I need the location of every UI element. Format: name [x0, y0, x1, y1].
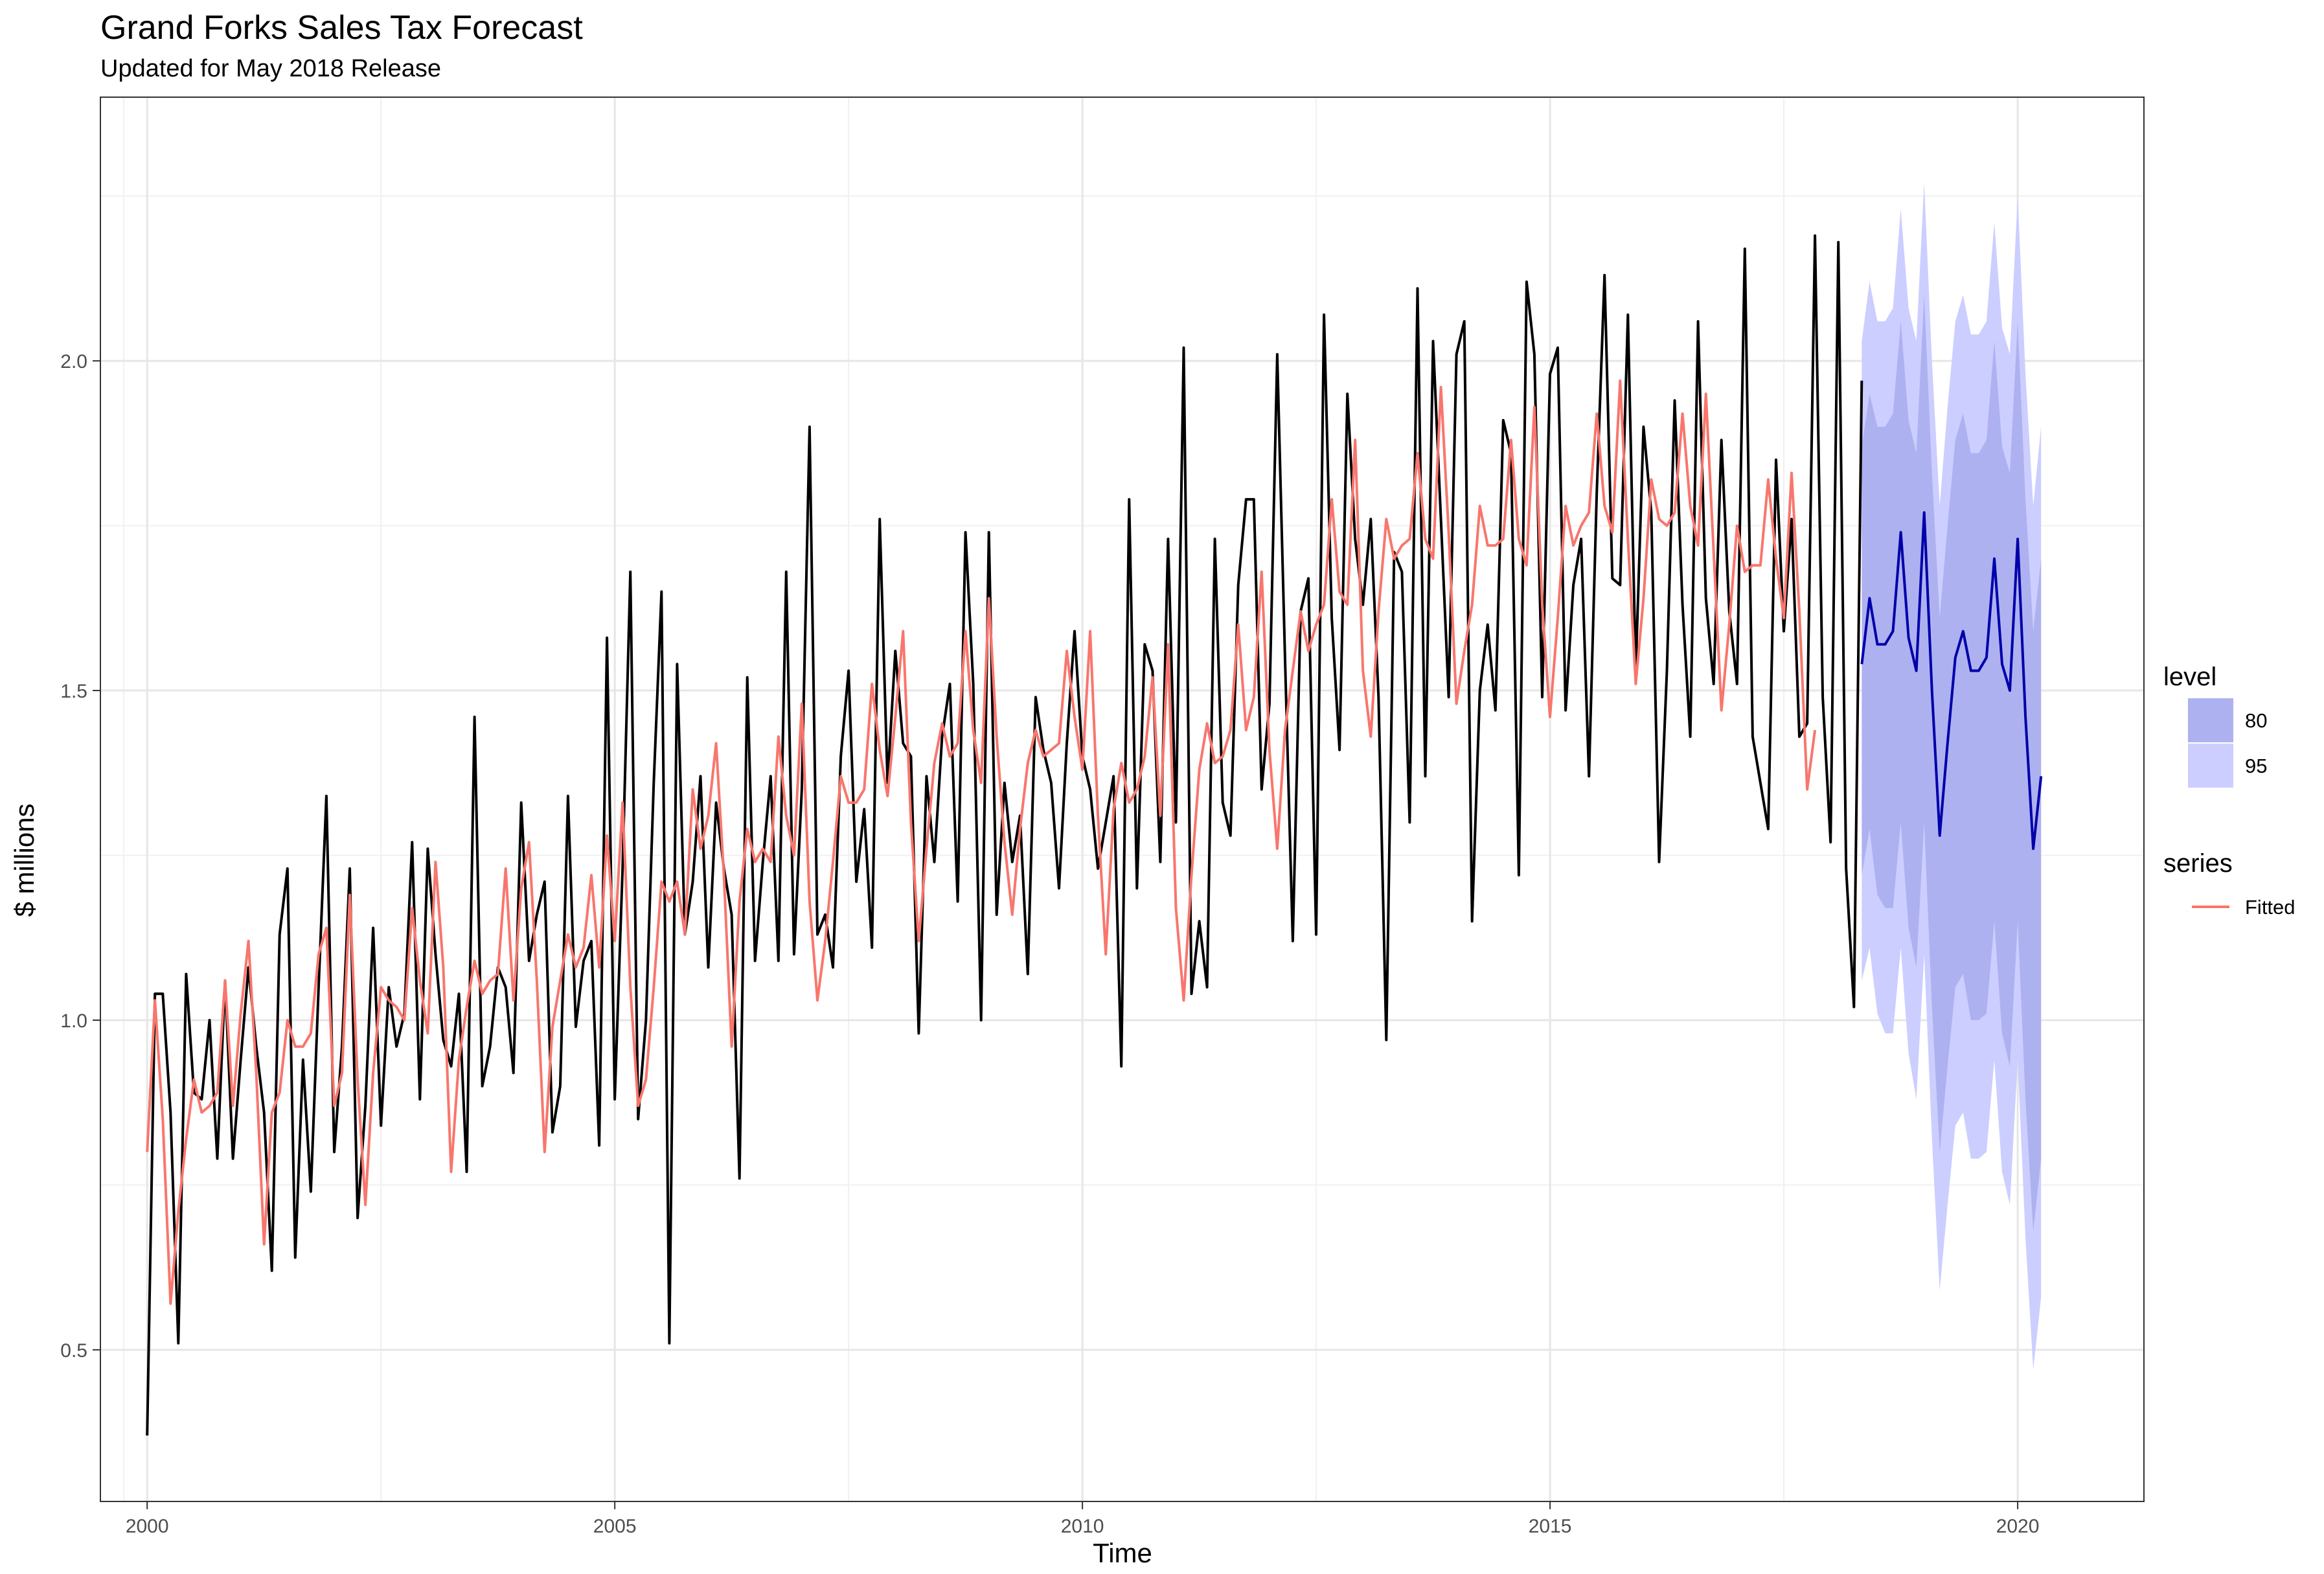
y-axis-title: $ millions [9, 803, 40, 917]
forecast-mean-line [1860, 511, 2043, 850]
legend: level 80 95 series Fitted [2163, 663, 2296, 918]
plot-area [100, 97, 2145, 1502]
panel-border [100, 97, 2145, 1502]
y-tick-label: 0.5 [60, 1340, 87, 1362]
legend-level-95-label: 95 [2245, 755, 2267, 777]
panel-background [100, 97, 2144, 1501]
y-tick-label: 1.5 [60, 681, 87, 702]
legend-level-80-label: 80 [2245, 709, 2267, 732]
legend-level-title: level [2163, 663, 2216, 691]
y-tick-label: 1.0 [60, 1010, 87, 1032]
x-tick-label: 2000 [126, 1516, 169, 1537]
fitted-series-line [146, 379, 1817, 1305]
chart-title: Grand Forks Sales Tax Forecast [100, 9, 583, 47]
legend-level-80-swatch [2188, 698, 2233, 742]
legend-series-title: series [2163, 849, 2233, 878]
x-axis-title: Time [1093, 1538, 1152, 1568]
y-tick-label: 2.0 [60, 351, 87, 372]
x-tick-label: 2005 [593, 1516, 637, 1537]
forecast-interval-80 [1862, 295, 2042, 1231]
x-tick-label: 2015 [1529, 1516, 1572, 1537]
x-tick-label: 2010 [1061, 1516, 1104, 1537]
legend-level-95-swatch [2188, 744, 2233, 788]
axis-ticks: 2000 2005 2010 2015 2020 0.5 1.0 1.5 2.0 [60, 351, 2039, 1537]
legend-fitted-label: Fitted [2245, 896, 2296, 918]
x-tick-label: 2020 [1996, 1516, 2040, 1537]
chart-subtitle: Updated for May 2018 Release [100, 55, 441, 82]
